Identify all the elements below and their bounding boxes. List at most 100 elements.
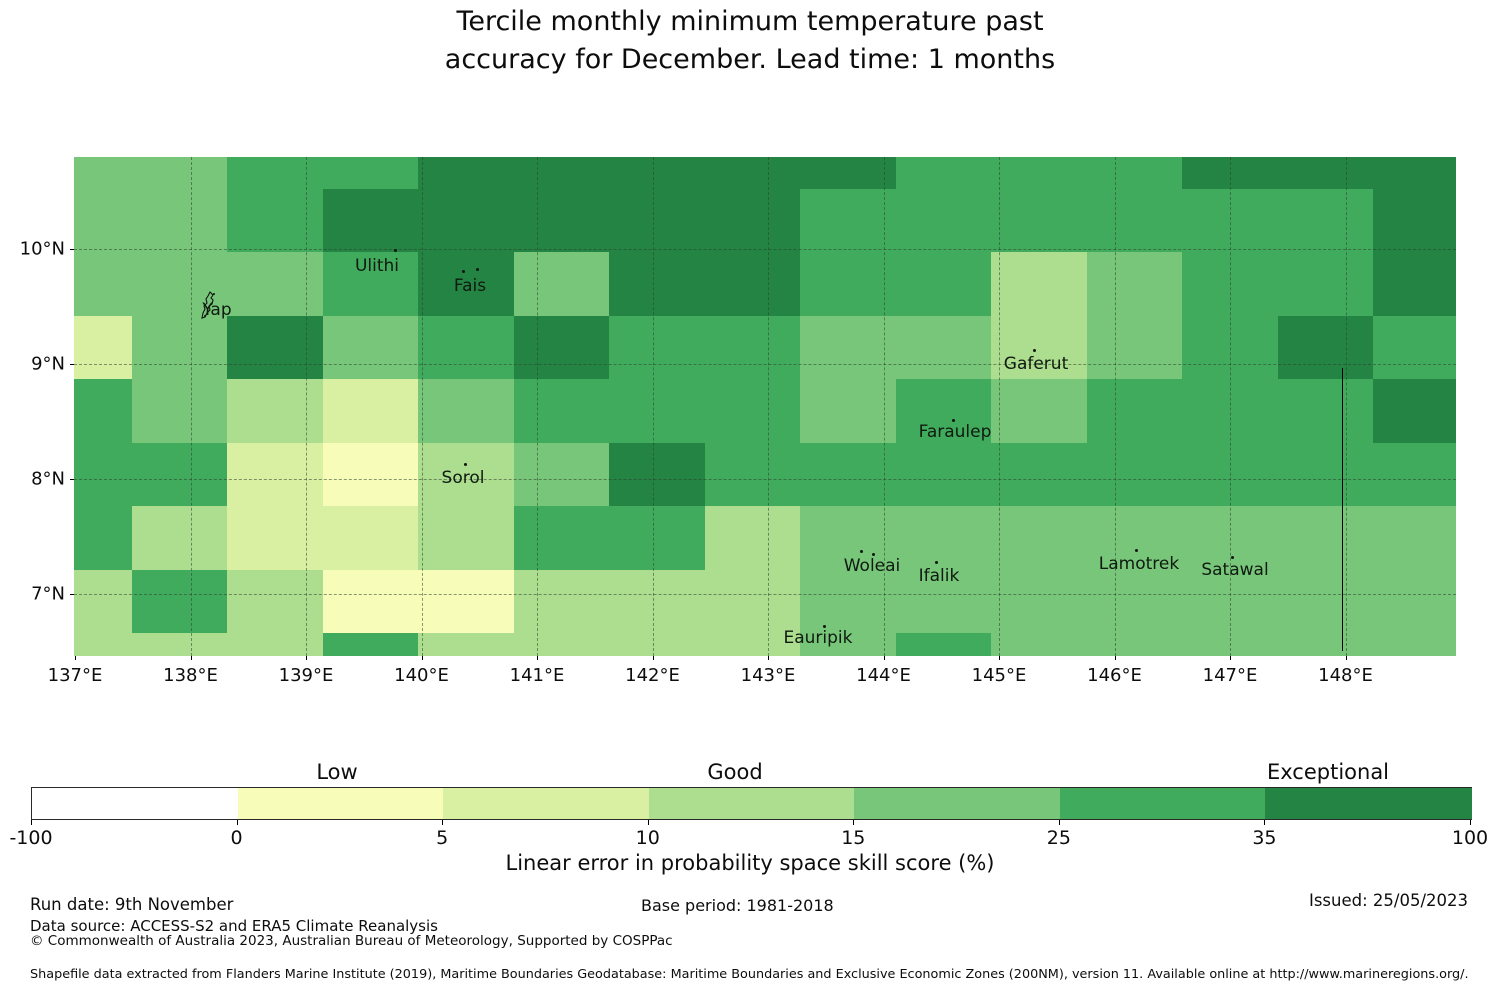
footer-base-period: Base period: 1981-2018 [641, 896, 834, 915]
island-label-eauripik: Eauripik [783, 628, 853, 648]
map-cell [1373, 506, 1456, 570]
map-cell [322, 506, 418, 570]
colorbar-tickmark [1470, 820, 1471, 825]
map-cell [322, 442, 418, 506]
colorbar-segment [854, 788, 1061, 819]
x-axis-tick-label: 142°E [625, 665, 680, 686]
longitude-gridline [1230, 157, 1231, 656]
y-axis-tick-label: 9°N [31, 353, 65, 375]
longitude-gridline [190, 157, 192, 656]
map-cell [1277, 379, 1373, 443]
map-cell [800, 506, 896, 570]
x-axis-tick-label: 147°E [1202, 665, 1258, 686]
x-axis-tickmark [652, 656, 654, 660]
colorbar-tick-label: 5 [436, 827, 449, 849]
map-cell [704, 315, 800, 379]
x-axis-tickmark [1114, 656, 1116, 660]
map-cell [227, 157, 323, 189]
map-cell [513, 252, 609, 316]
map-cell [1086, 315, 1182, 379]
x-axis-tickmark [1230, 656, 1231, 660]
map-cell [1277, 633, 1373, 656]
map-cell [131, 633, 227, 656]
map-cell [1373, 315, 1456, 379]
map-cell [322, 379, 418, 443]
map-cell [609, 157, 705, 189]
island-marker-dot [463, 462, 467, 466]
map-cell [1277, 157, 1373, 189]
colorbar-segment [1059, 788, 1266, 819]
map-cell [418, 442, 514, 506]
colorbar-tick-label: 10 [635, 827, 660, 849]
map-cell [1182, 188, 1278, 252]
map-cell [513, 315, 609, 379]
map-cell [895, 252, 991, 316]
map-cell [895, 442, 991, 506]
map-cell [74, 506, 132, 570]
colorbar-tick-label: 0 [230, 827, 243, 849]
map-cell [800, 252, 896, 316]
colorbar-category-label: Good [707, 760, 763, 784]
map-cell [1086, 188, 1182, 252]
x-axis-tickmark [537, 656, 538, 660]
map-cell [513, 379, 609, 443]
map-cell [227, 379, 323, 443]
island-label-yap: Yap [202, 300, 232, 320]
map-cell [609, 442, 705, 506]
map-cell [418, 157, 514, 189]
map-cell [74, 569, 132, 633]
map-cell [74, 188, 132, 252]
longitude-gridline [1345, 157, 1347, 656]
colorbar-tickmark [853, 820, 855, 825]
y-axis-tickmark [70, 364, 74, 365]
colorbar-tick-label: -100 [9, 827, 53, 849]
island-label-woleai: Woleai [843, 556, 901, 576]
map-cell [704, 633, 800, 656]
colorbar-tickmark [442, 820, 444, 825]
map-cell [895, 157, 991, 189]
colorbar-segment [237, 788, 444, 819]
map-cell [800, 569, 896, 633]
map-cell [322, 315, 418, 379]
map-cell [704, 379, 800, 443]
map-cell [991, 569, 1087, 633]
colorbar [31, 787, 1472, 820]
colorbar-tick-label: 25 [1046, 827, 1071, 849]
map-cell [418, 569, 514, 633]
map-cell [895, 188, 991, 252]
island-marker-dot [822, 624, 826, 628]
y-axis-tick-label: 10°N [19, 238, 65, 260]
x-axis-tickmark [883, 656, 885, 660]
map-cell [1182, 379, 1278, 443]
map-cell [895, 379, 991, 443]
map-cell [513, 569, 609, 633]
map-cell [227, 315, 323, 379]
colorbar-tick-label: 15 [841, 827, 866, 849]
colorbar-segment [648, 788, 855, 819]
x-axis-tick-label: 141°E [509, 665, 565, 686]
x-axis-tickmark [421, 656, 423, 660]
map-cell [800, 157, 896, 189]
island-marker-dot [951, 418, 955, 422]
island-marker-dot [934, 560, 938, 564]
x-axis-tickmark [190, 656, 192, 660]
x-axis-tick-label: 138°E [163, 665, 218, 686]
x-axis-tickmark [75, 656, 76, 660]
x-axis-tickmark [1345, 656, 1347, 660]
colorbar-tickmark [1264, 820, 1266, 825]
map-cell [513, 188, 609, 252]
map-cell [1277, 252, 1373, 316]
map-cell [704, 506, 800, 570]
title-line-1: Tercile monthly minimum temperature past [456, 6, 1044, 37]
colorbar-tickmark [236, 820, 238, 825]
map-cell [800, 315, 896, 379]
map-cell [227, 188, 323, 252]
map-cell [991, 633, 1087, 656]
map-cell [418, 633, 514, 656]
x-axis-tickmark [768, 656, 769, 660]
x-axis-tick-label: 148°E [1318, 665, 1373, 686]
map-cell [1086, 157, 1182, 189]
map-cell [895, 315, 991, 379]
island-label-satawal: Satawal [1201, 560, 1269, 580]
map-cell [1182, 157, 1278, 189]
